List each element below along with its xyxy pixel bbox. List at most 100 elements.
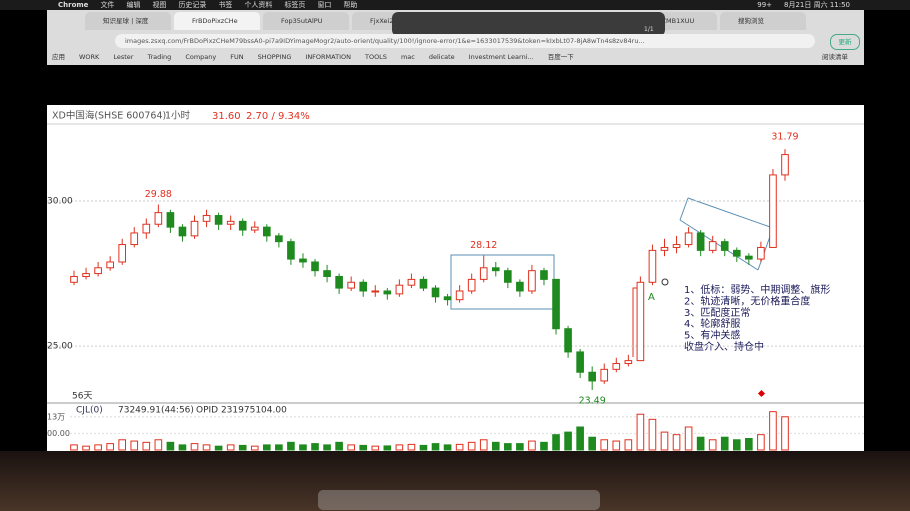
candle-body <box>588 371 597 382</box>
candle-body <box>769 174 777 248</box>
candle-body <box>130 232 139 246</box>
note-line: 5、有冲关感 <box>684 329 740 342</box>
bookmark[interactable]: 应用 <box>52 53 65 61</box>
volume-bar <box>250 445 259 451</box>
volume-bar <box>588 436 597 451</box>
price-label: 23.49 <box>579 395 606 406</box>
menu-item[interactable]: 标签页 <box>284 1 306 9</box>
volume-bar <box>262 444 271 451</box>
volume-bar <box>94 444 102 451</box>
interval[interactable]: 1小时 <box>165 110 191 122</box>
indicator-value: 73249.91(44:56) <box>118 406 194 416</box>
volume-bar <box>359 444 368 451</box>
volume-bar <box>118 439 127 451</box>
menu-item[interactable]: 文件 <box>100 1 115 9</box>
bookmark[interactable]: Investment Learni... <box>468 53 534 61</box>
candle-body <box>612 363 621 370</box>
volume-bar <box>600 439 609 451</box>
tab[interactable]: 搜狗浏览 <box>720 12 806 30</box>
volume-bar <box>287 441 295 451</box>
candle-body <box>202 215 211 222</box>
candle-body <box>576 351 584 373</box>
volume-bar <box>395 444 404 451</box>
volume-bar <box>648 418 657 451</box>
menu-bar: Chrome 文件 编辑 视图 历史记录 书签 个人资料 标签页 窗口 帮助 99+ 8月21日… <box>0 0 910 10</box>
volume-bar <box>214 445 223 451</box>
indicator[interactable]: CJL(0) <box>76 406 103 416</box>
menu-item[interactable]: 历史记录 <box>178 1 207 9</box>
app-name[interactable]: Chrome <box>58 1 89 9</box>
volume-bar <box>552 434 560 451</box>
change: 2.70 / 9.34% <box>246 111 310 122</box>
cursor <box>661 278 669 286</box>
candle-body <box>455 290 464 301</box>
menu-item[interactable]: 编辑 <box>126 1 141 9</box>
volume-bar <box>275 444 283 451</box>
channel-line <box>679 219 759 271</box>
volume-bar <box>130 440 139 451</box>
candle-body <box>600 368 609 382</box>
candle-body <box>190 220 199 237</box>
days: 56天 <box>72 392 92 402</box>
price-label: 31.79 <box>771 132 798 143</box>
bookmark[interactable]: mac <box>400 53 415 61</box>
volume-bar <box>660 431 669 451</box>
volume-bar <box>732 439 741 451</box>
menu-item[interactable]: 个人资料 <box>244 1 273 9</box>
volume-bar <box>431 443 440 451</box>
bookmark[interactable]: 百度一下 <box>547 53 574 61</box>
candle-body <box>407 278 416 286</box>
bookmark[interactable]: Company <box>185 53 217 61</box>
address-bar[interactable]: images.zsxq.com/FrBDoPixzCHeM79bssA0-pi7… <box>115 34 815 48</box>
volume-bar <box>443 444 452 451</box>
marker-a: A <box>648 292 655 303</box>
volume-bar <box>190 443 199 451</box>
menu-item[interactable]: 窗口 <box>317 1 332 9</box>
volume-bar <box>757 434 765 451</box>
bookmark[interactable]: Trading <box>147 53 172 61</box>
candle-body <box>142 223 151 234</box>
volume-bar <box>745 438 753 451</box>
menu-item[interactable]: 帮助 <box>343 1 358 9</box>
tab[interactable]: FrBDoPixzCHe <box>174 12 260 30</box>
candle-body <box>82 273 90 277</box>
clock: 8月21日 周六 11:50 <box>784 1 850 9</box>
tab[interactable]: Fop35utAlPU <box>263 12 349 30</box>
volume-bar <box>299 444 307 451</box>
candle-body <box>395 284 404 295</box>
candle-body <box>323 270 331 277</box>
bookmark[interactable]: delicate <box>428 53 455 61</box>
candle-body <box>262 226 271 237</box>
candle-body <box>552 278 560 330</box>
volume-bar <box>564 431 572 451</box>
price-label: 29.88 <box>145 189 172 200</box>
candle-body <box>672 244 681 248</box>
candle-body <box>443 296 452 301</box>
tab[interactable]: 知识星球 | 深度 <box>85 12 171 30</box>
candle-body <box>504 270 512 283</box>
volume-bar <box>226 444 235 451</box>
volume-bar <box>383 445 392 451</box>
update-button[interactable]: 更新 <box>830 34 860 50</box>
candle-body <box>636 281 645 362</box>
bookmark[interactable]: SHOPPING <box>257 53 292 61</box>
price-label: 28.12 <box>470 240 497 251</box>
signal <box>757 389 766 398</box>
battery: 99+ <box>757 1 773 9</box>
menu-item[interactable]: 视图 <box>152 1 167 9</box>
bookmark[interactable]: Lester <box>113 53 134 61</box>
note-line: 3、匹配度正常 <box>684 306 750 319</box>
desktop <box>0 451 910 511</box>
candle-body <box>311 261 319 272</box>
bookmark[interactable]: FUN <box>230 53 244 61</box>
chart-bg <box>47 105 864 451</box>
bookmark[interactable]: TOOLS <box>364 53 387 61</box>
last-price: 31.60 <box>212 111 241 122</box>
stock-chart: XD中国海(SHSE 600764) 1小时 31.60 2.70 / 9.34… <box>47 105 864 451</box>
bookmark[interactable]: INFORMATION <box>305 53 351 61</box>
candle-body <box>118 244 127 263</box>
reading-list[interactable]: 阅读清单 <box>822 53 848 61</box>
volume-bar <box>491 441 500 451</box>
menu-item[interactable]: 书签 <box>218 1 233 9</box>
bookmark[interactable]: WORK <box>79 53 100 61</box>
